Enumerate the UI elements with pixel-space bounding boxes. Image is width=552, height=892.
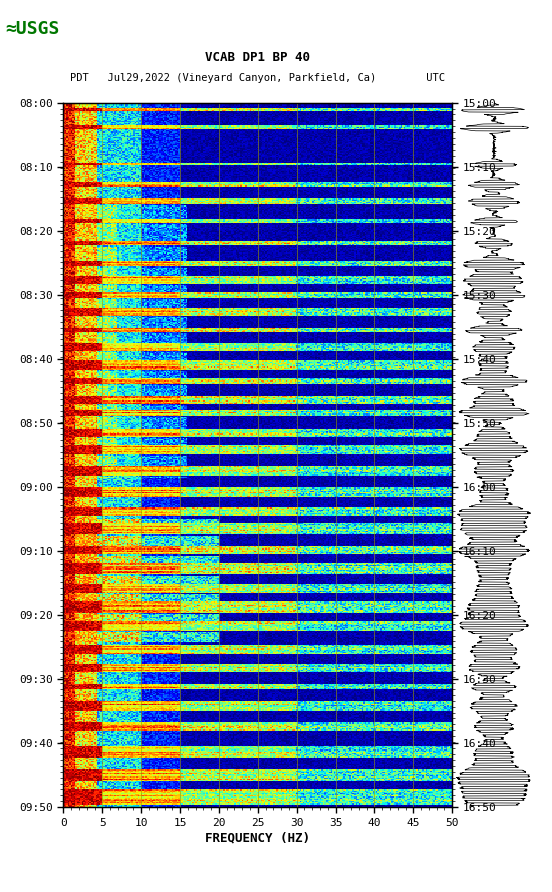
Text: VCAB DP1 BP 40: VCAB DP1 BP 40 bbox=[205, 52, 310, 64]
X-axis label: FREQUENCY (HZ): FREQUENCY (HZ) bbox=[205, 832, 310, 845]
Text: ≈USGS: ≈USGS bbox=[6, 20, 60, 37]
Text: PDT   Jul29,2022 (Vineyard Canyon, Parkfield, Ca)        UTC: PDT Jul29,2022 (Vineyard Canyon, Parkfie… bbox=[70, 72, 445, 83]
